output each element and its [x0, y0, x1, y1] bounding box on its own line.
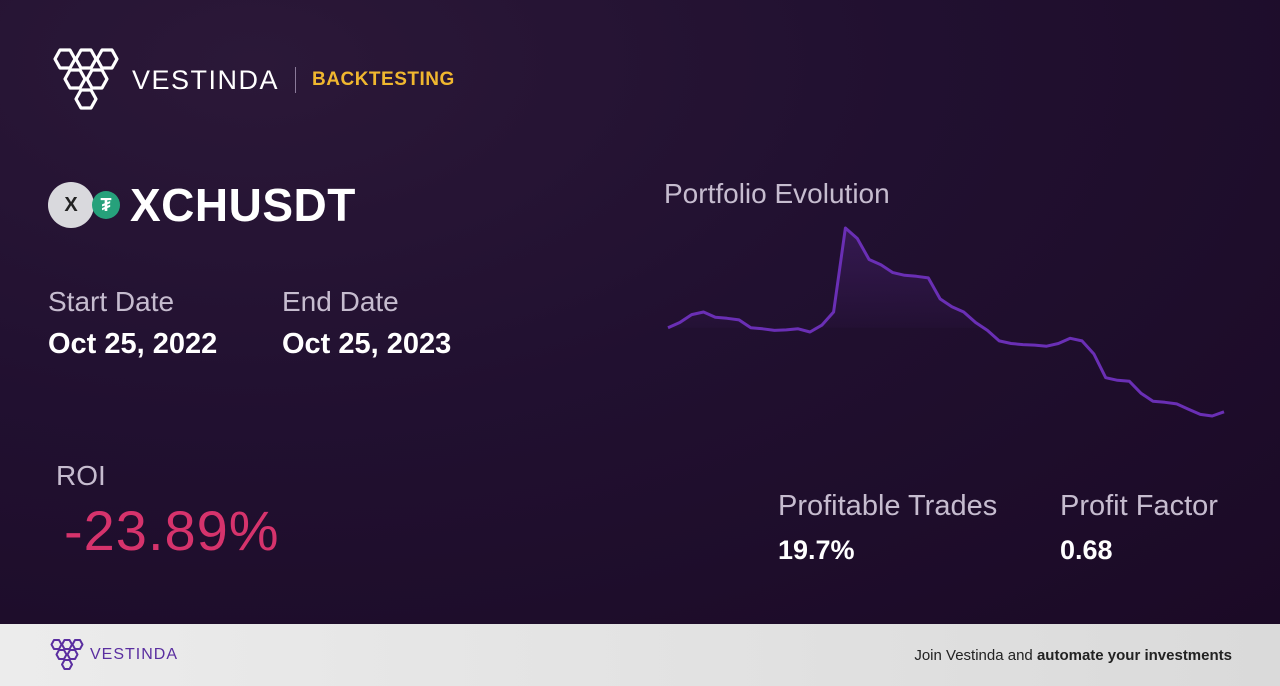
start-date-label: Start Date [48, 286, 175, 317]
end-date-value: Oct 25, 2023 [282, 328, 452, 360]
profit-factor-label: Profit Factor [1060, 490, 1218, 522]
brand-tag: BACKTESTING [312, 69, 455, 90]
footer-cta[interactable]: Join Vestinda and automate your investme… [914, 647, 1232, 664]
chart-series-line [667, 226, 1225, 418]
brand-divider [295, 67, 297, 93]
roi-block: ROI -23.89% [56, 460, 280, 563]
profit-factor-value: 0.68 [1060, 535, 1113, 565]
profitable-trades-value: 19.7% [778, 535, 855, 565]
roi-label: ROI [56, 460, 106, 491]
tether-coin-icon: ₮ [92, 191, 120, 219]
chart-area [668, 228, 1224, 328]
brand-header: VESTINDA BACKTESTING [48, 46, 455, 114]
trading-pair: X ₮ XCHUSDT [48, 178, 356, 232]
profit-factor: Profit Factor 0.68 [1060, 490, 1218, 566]
brand-name: VESTINDA [132, 64, 280, 95]
start-date: Start Date Oct 25, 2022 [48, 286, 217, 361]
footer-cta-bold: automate your investments [1036, 646, 1232, 664]
start-date-value: Oct 25, 2022 [48, 328, 218, 360]
backtest-card: VESTINDA BACKTESTING X ₮ XCHUSDT Start D… [0, 0, 1280, 624]
footer: VESTINDA Join Vestinda and automate your… [0, 624, 1280, 686]
profitable-trades: Profitable Trades 19.7% [778, 490, 997, 566]
roi-value: -23.89% [64, 499, 280, 562]
end-date-label: End Date [282, 286, 399, 317]
xch-coin-icon: X [48, 182, 94, 228]
end-date: End Date Oct 25, 2023 [282, 286, 451, 361]
footer-cta-prefix: Join Vestinda and [914, 646, 1037, 664]
chart-title: Portfolio Evolution [664, 178, 890, 209]
vestinda-logo-icon [50, 639, 84, 670]
profitable-trades-label: Profitable Trades [778, 490, 998, 522]
vestinda-logo-icon [53, 48, 119, 110]
footer-brand[interactable]: VESTINDA [48, 638, 178, 672]
footer-brand-name: VESTINDA [90, 646, 179, 663]
portfolio-chart [667, 226, 1225, 418]
pair-name: XCHUSDT [130, 179, 356, 231]
